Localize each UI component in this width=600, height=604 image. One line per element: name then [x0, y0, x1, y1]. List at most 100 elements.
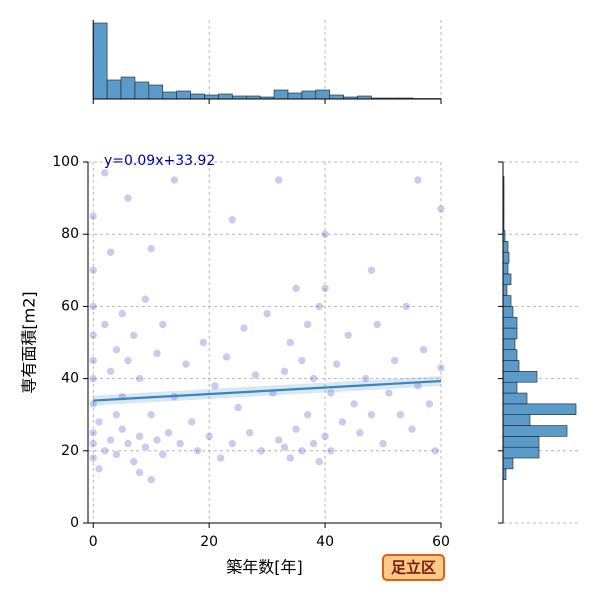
point	[239, 323, 249, 333]
point	[274, 175, 284, 185]
point	[88, 439, 98, 448]
histogram-bar	[502, 349, 518, 361]
point	[228, 439, 237, 448]
histogram-bar	[502, 251, 510, 264]
histogram-bar	[502, 316, 518, 329]
histogram-bar	[502, 306, 514, 318]
histogram-bar	[204, 94, 219, 100]
point	[106, 367, 115, 376]
point	[326, 446, 336, 456]
x-tick-label: 60	[432, 534, 450, 550]
point	[141, 294, 150, 304]
point	[291, 424, 301, 434]
histogram-bar	[273, 89, 289, 100]
annotation: y=0.09x+33.92	[104, 153, 215, 169]
point	[320, 229, 330, 239]
point	[367, 410, 376, 420]
histogram-bar	[502, 371, 538, 383]
x-tick-label: 20	[200, 534, 218, 550]
point	[88, 453, 98, 463]
point	[251, 370, 260, 380]
histogram-bar	[502, 425, 568, 437]
point	[257, 446, 266, 456]
point	[100, 168, 110, 178]
point	[372, 320, 382, 329]
point	[88, 356, 98, 365]
point	[88, 330, 98, 340]
y-tick-label: 100	[52, 154, 79, 170]
point	[349, 399, 359, 409]
point	[164, 428, 173, 438]
histogram-bar	[502, 414, 531, 426]
point	[343, 330, 353, 340]
x-tick-label: 40	[316, 534, 334, 550]
point	[384, 388, 394, 398]
point	[425, 399, 434, 409]
histogram-bar	[120, 76, 136, 100]
point	[112, 345, 121, 355]
x-tick-label: 0	[89, 534, 98, 550]
point	[274, 435, 284, 445]
badge: 足立区	[391, 559, 436, 577]
point	[106, 247, 115, 257]
point	[112, 450, 121, 459]
point	[199, 338, 208, 347]
point	[146, 475, 156, 484]
point	[123, 193, 133, 203]
histogram-bar	[502, 457, 514, 470]
histogram-bar	[502, 436, 540, 448]
point	[117, 309, 127, 318]
histogram-bar	[301, 90, 317, 100]
histogram-bar	[502, 262, 509, 275]
histogram-bar	[502, 295, 512, 307]
point	[332, 359, 341, 369]
point	[181, 359, 191, 369]
y-tick-label: 0	[70, 515, 79, 531]
point	[338, 417, 347, 427]
point	[361, 374, 370, 383]
point	[158, 320, 168, 329]
point	[146, 410, 156, 420]
point	[135, 468, 144, 477]
histogram-bar	[287, 92, 303, 100]
point	[430, 446, 440, 456]
point	[222, 352, 231, 362]
point	[285, 453, 295, 463]
y-tick-label: 60	[61, 298, 79, 314]
point	[355, 428, 365, 438]
point	[175, 439, 185, 448]
point	[170, 175, 179, 185]
point	[210, 381, 220, 391]
point	[320, 432, 330, 441]
point	[303, 320, 312, 329]
histogram-bar	[315, 89, 331, 100]
point	[129, 330, 139, 340]
point	[378, 439, 388, 448]
point	[152, 349, 162, 358]
point	[146, 244, 156, 253]
point	[94, 417, 104, 427]
point	[204, 432, 214, 441]
point	[135, 432, 144, 441]
histogram-bar	[162, 91, 177, 100]
point	[390, 356, 399, 365]
histogram-bar	[502, 381, 518, 394]
regression-line	[93, 379, 442, 402]
point	[320, 284, 330, 293]
x-axis-label: 築年数[年]	[226, 558, 303, 577]
histogram-bar	[190, 93, 205, 100]
histogram-bar	[134, 81, 150, 100]
point	[262, 309, 272, 318]
point	[216, 453, 226, 463]
point	[88, 428, 98, 438]
point	[245, 428, 255, 438]
point	[100, 320, 110, 329]
histogram-bar	[176, 90, 191, 100]
histogram-bar	[329, 94, 344, 100]
y-tick-label: 80	[61, 226, 79, 242]
point	[233, 403, 243, 412]
point	[152, 435, 162, 445]
point	[419, 345, 428, 355]
